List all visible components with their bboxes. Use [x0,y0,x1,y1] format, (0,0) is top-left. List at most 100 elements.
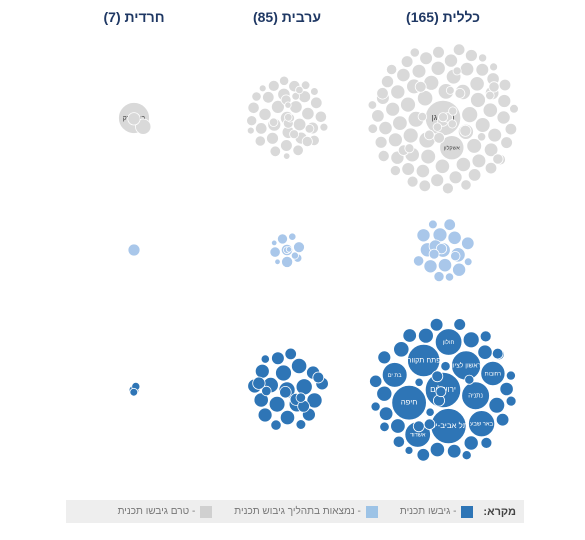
bubble-general-completed [480,360,506,386]
bubble-arab-not-started [300,80,311,90]
bubble-arab-completed [271,351,285,366]
bubble-label: אשדוד [410,433,426,439]
legend-item-not-started: - טרם גיבשו תכנית [118,505,213,518]
bubble-arab-not-started [301,107,315,121]
bubble-general-not-started [489,62,499,72]
bubble-arab-in-process [290,251,299,260]
bubble-general-not-started [459,61,475,77]
bubble-general-not-started [367,123,379,134]
bubble-general-not-started [460,179,472,191]
bubble-arab-completed [312,371,325,384]
bubble-arab-in-process [281,255,294,268]
bubble-general-in-process [444,272,455,282]
bubble-arab-not-started [292,144,304,157]
bubble-general-completed [417,327,434,344]
bubble-arab-completed [279,409,296,426]
bubble-general-completed [468,410,496,438]
bubble-general-completed [425,407,435,417]
bubble-general-not-started [448,170,463,185]
bubble-general-not-started [380,75,394,89]
bubble-general-completed [381,362,408,388]
bubble-arab-not-started [262,91,275,104]
bubble-label: תל אביב-יפו [429,421,468,430]
bubble-general-not-started [385,63,398,76]
bubble-general-completed [461,450,472,461]
bubble-general-in-process [463,257,473,267]
bubble-general-not-started [385,101,401,117]
bubble-general-completed [434,328,463,356]
bubble-general-completed [369,374,383,388]
column-title-arab: ערבית (85) [252,9,322,25]
bubble-general-not-started [374,135,388,149]
cluster-haredi-not-started: בני ברק [118,102,152,135]
bubble-general-in-process [450,251,461,262]
bubble-haredi-not-started [135,118,152,135]
bubble-general-not-started [459,124,472,137]
bubble-general-completed [491,347,504,360]
bubble-general-completed [463,435,479,451]
bubble-general-not-started [498,78,512,92]
bubble-arab-not-started [254,135,266,147]
bubble-arab-not-started [283,152,291,160]
bubble-arab-completed [270,419,282,431]
cluster-haredi-in-process [127,243,141,257]
bubble-arab-completed [268,395,286,413]
bubble-general-not-started [482,102,498,118]
bubble-general-not-started [433,132,445,144]
bubble-label: באר שבע [470,422,494,428]
bubble-arab-not-started [247,101,260,114]
bubble-arab-not-started [280,139,293,152]
bubble-general-not-started [504,122,518,136]
bubble-arab-completed [284,347,297,361]
bubble-general-completed [377,350,392,365]
bubble-general-completed [412,420,425,433]
bubble-arab-not-started [267,80,280,92]
legend-item-in-process: - נמצאות בתהליך גיבוש תכנית [234,505,378,518]
bubble-general-not-started [439,135,465,161]
bubble-general-in-process [461,236,475,251]
bubble-general-not-started [378,121,393,136]
bubble-haredi-not-started [127,112,141,126]
bubble-general-in-process [428,219,438,230]
bubble-arab-completed [254,363,270,379]
bubble-general-in-process [452,262,467,277]
legend-swatch-in-process [365,505,378,518]
bubble-general-not-started [416,90,434,107]
bubble-general-in-process [416,228,431,243]
bubble-general-not-started [400,55,414,68]
bubble-arab-completed [290,357,308,375]
bubble-general-not-started [471,153,487,169]
legend-swatch-not-started [200,505,213,518]
bubble-general-not-started [423,129,435,141]
bubble-general-completed [423,418,436,430]
bubble-general-completed [453,318,467,331]
bubble-general-not-started [406,175,419,188]
bubble-general-in-process [423,259,438,274]
bubble-arab-in-process [274,258,281,265]
bubble-arab-not-started [246,126,255,135]
bubble-general-completed [440,361,451,372]
bubble-label: פתח תקווה [407,356,441,365]
bubble-label: חולון [443,338,455,346]
bubble-arab-not-started [291,92,301,101]
bubble-general-not-started [488,81,500,93]
cluster-arab-not-started [246,75,329,160]
bubble-general-not-started [402,127,419,144]
bubble-general-not-started [400,96,416,113]
bubble-general-not-started [432,45,445,59]
cluster-haredi-completed [128,381,141,397]
bubble-general-not-started [452,66,462,76]
bubble-general-completed [505,395,517,407]
bubble-general-not-started [492,153,504,165]
bubble-general-completed [393,341,410,358]
bubble-general-in-process [412,255,425,267]
bubble-arab-in-process [276,233,288,245]
bubble-general-completed [414,377,424,387]
bubble-general-not-started [496,110,511,125]
bubble-label: בת ים [388,373,403,379]
bubble-arab-completed [306,392,323,409]
bubble-general-completed [429,317,444,332]
bubble-general-not-started [487,127,503,143]
